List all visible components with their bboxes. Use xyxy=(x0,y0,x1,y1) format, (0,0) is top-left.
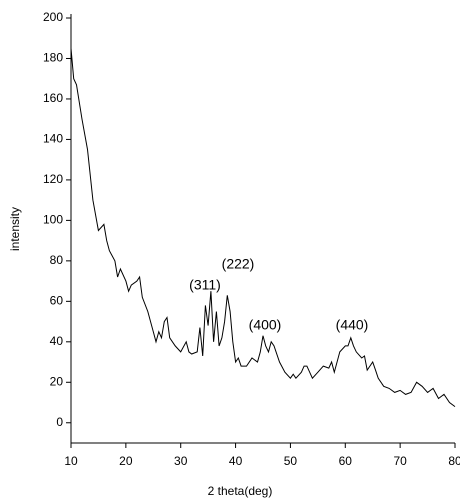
peak-label: (400) xyxy=(249,317,282,333)
y-tick-label: 100 xyxy=(43,213,63,227)
x-tick-label: 60 xyxy=(339,454,353,468)
peak-label: (311) xyxy=(189,277,221,293)
peak-label: (222) xyxy=(222,256,255,272)
x-tick-label: 50 xyxy=(284,454,298,468)
y-tick-label: 40 xyxy=(50,334,64,348)
x-tick-label: 20 xyxy=(119,454,133,468)
x-axis-label: 2 theta(deg) xyxy=(208,484,273,498)
x-tick-label: 10 xyxy=(64,454,78,468)
x-tick-label: 30 xyxy=(174,454,188,468)
y-tick-label: 80 xyxy=(50,253,64,267)
y-tick-label: 0 xyxy=(56,415,63,429)
y-tick-label: 180 xyxy=(43,51,63,65)
peak-label: (440) xyxy=(336,317,369,333)
x-tick-label: 70 xyxy=(393,454,407,468)
x-tick-label: 40 xyxy=(229,454,243,468)
y-tick-label: 200 xyxy=(43,10,63,24)
y-axis-label: intensity xyxy=(8,207,22,251)
y-tick-label: 60 xyxy=(50,294,64,308)
x-tick-label: 80 xyxy=(448,454,460,468)
y-tick-label: 140 xyxy=(43,132,63,146)
y-tick-label: 20 xyxy=(50,374,64,388)
y-tick-label: 120 xyxy=(43,172,63,186)
data-line xyxy=(70,48,456,408)
y-tick-label: 160 xyxy=(43,91,63,105)
